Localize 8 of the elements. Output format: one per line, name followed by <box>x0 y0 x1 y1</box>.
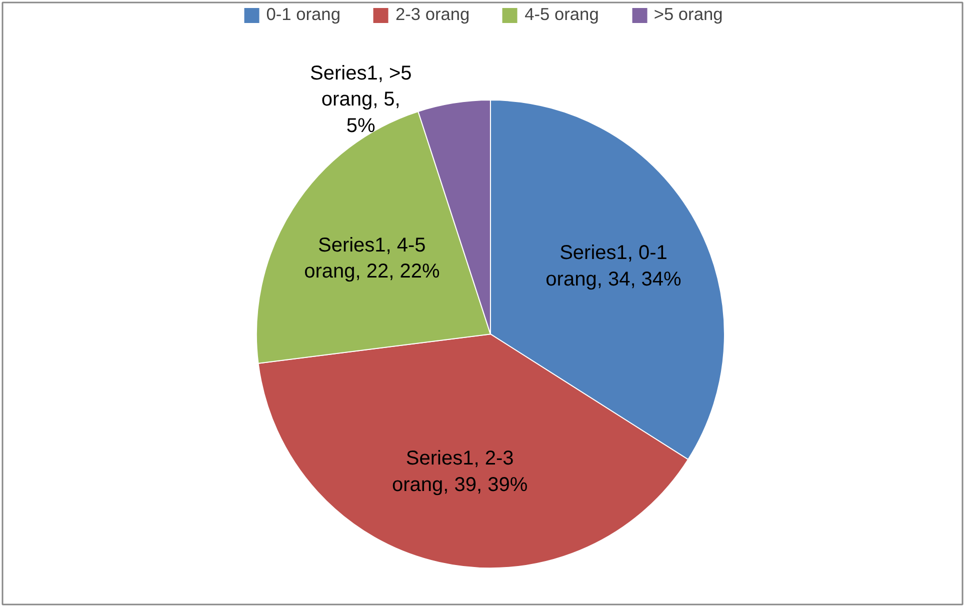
data-label: Series1, 4-5 orang, 22, 22% <box>304 234 440 283</box>
legend-label: 4-5 orang <box>524 4 599 25</box>
legend-label: 0-1 orang <box>266 4 340 25</box>
legend-label: 2-3 orang <box>395 4 470 25</box>
legend-label: >5 orang <box>654 4 723 25</box>
data-label: Series1, 2-3 orang, 39, 39% <box>392 448 528 496</box>
data-label: Series1, >5 orang, 5, 5% <box>310 62 412 138</box>
data-label: Series1, 0-1 orang, 34, 34% <box>546 242 682 290</box>
